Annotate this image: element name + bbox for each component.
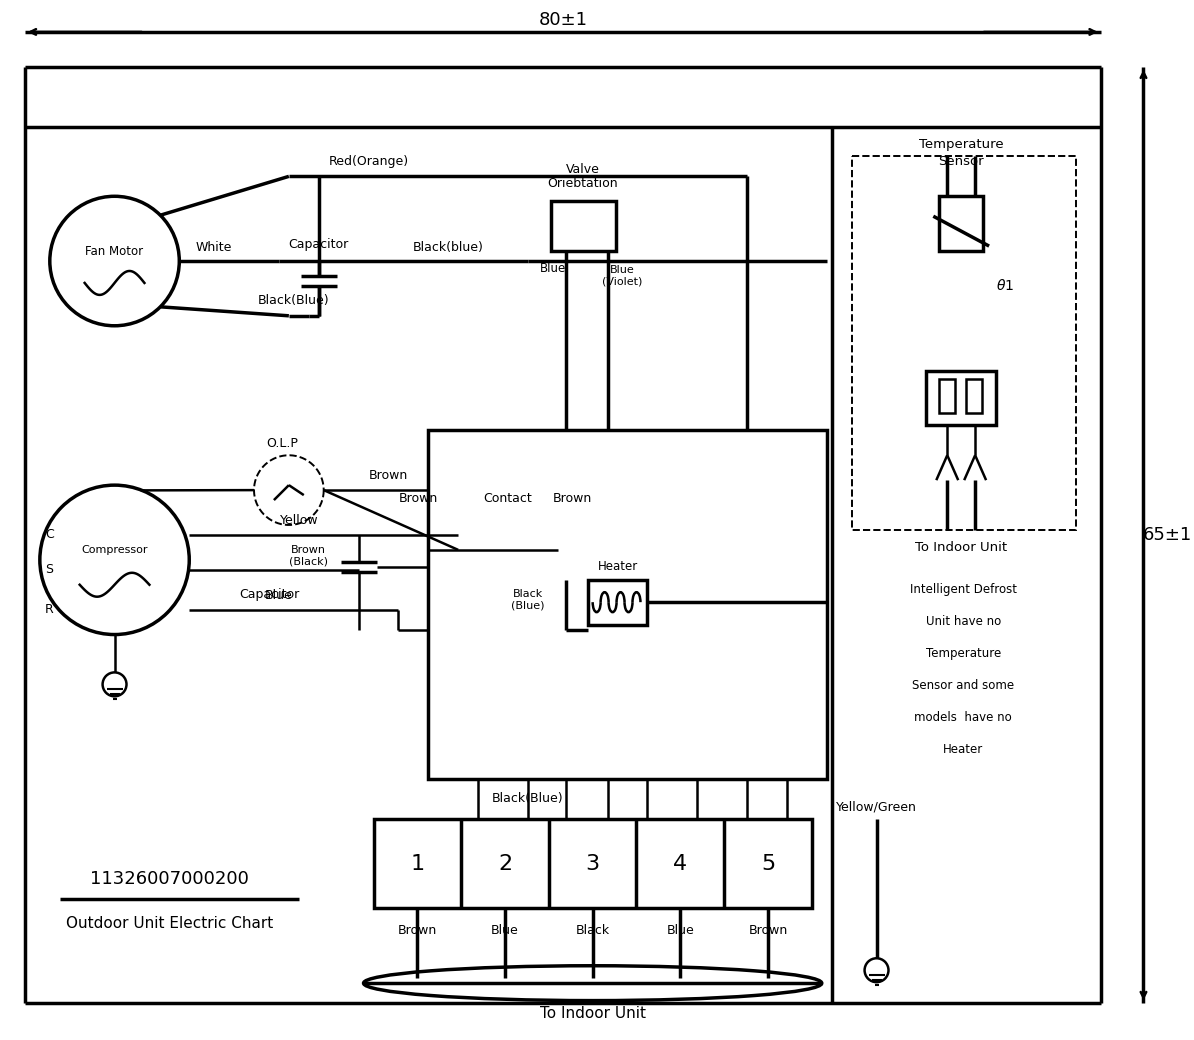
- Text: Black: Black: [576, 924, 610, 937]
- Text: Heater: Heater: [943, 743, 984, 756]
- Text: Blue: Blue: [666, 924, 694, 937]
- Text: Capacitor: Capacitor: [289, 237, 349, 251]
- Text: $\theta$1: $\theta$1: [996, 279, 1014, 293]
- Bar: [966, 379, 983, 414]
- Text: Outdoor Unit Electric Chart: Outdoor Unit Electric Chart: [66, 916, 273, 931]
- Text: Black(Blue): Black(Blue): [492, 792, 564, 805]
- Text: 3: 3: [585, 854, 599, 874]
- Text: Capacitor: Capacitor: [239, 589, 298, 601]
- Text: 2: 2: [498, 854, 512, 874]
- Text: models  have no: models have no: [915, 710, 1013, 724]
- Text: Blue
(Violet): Blue (Violet): [602, 265, 642, 287]
- Text: Compressor: Compressor: [81, 545, 148, 555]
- Text: Oriebtation: Oriebtation: [547, 177, 618, 190]
- Text: Yellow/Green: Yellow/Green: [836, 801, 917, 813]
- Text: O.L.P: O.L.P: [266, 437, 297, 450]
- Text: R: R: [45, 603, 54, 616]
- Text: Brown: Brown: [398, 924, 437, 937]
- Text: Valve: Valve: [566, 163, 599, 176]
- Bar: [940, 379, 955, 414]
- Text: Blue: Blue: [491, 924, 519, 937]
- Bar: [851, 156, 1076, 530]
- Text: Heater: Heater: [597, 561, 638, 573]
- Text: Brown: Brown: [749, 924, 788, 937]
- Text: Fan Motor: Fan Motor: [86, 244, 143, 258]
- Text: 80±1: 80±1: [538, 11, 587, 29]
- Bar: [429, 431, 826, 779]
- Text: Red(Orange): Red(Orange): [328, 155, 408, 167]
- Text: Unit have no: Unit have no: [925, 615, 1001, 628]
- Text: 11326007000200: 11326007000200: [90, 869, 248, 887]
- Text: Sensor: Sensor: [938, 155, 984, 167]
- Text: Temperature: Temperature: [925, 647, 1001, 660]
- Text: White: White: [196, 240, 233, 254]
- Text: Temperature: Temperature: [919, 138, 1003, 151]
- Bar: [940, 197, 983, 251]
- Text: Intelligent Defrost: Intelligent Defrost: [910, 583, 1017, 596]
- Text: Black(blue): Black(blue): [413, 240, 484, 254]
- Bar: [550, 202, 616, 251]
- Text: 4: 4: [673, 854, 688, 874]
- Text: Brown
(Black): Brown (Black): [289, 545, 328, 567]
- Text: Yellow: Yellow: [279, 515, 318, 527]
- Text: 65±1: 65±1: [1143, 526, 1192, 544]
- Text: Brown: Brown: [553, 492, 592, 504]
- Text: Sensor and some: Sensor and some: [912, 679, 1014, 692]
- Bar: [927, 370, 996, 425]
- Bar: [458, 510, 558, 590]
- Bar: [374, 818, 812, 909]
- Text: Blue: Blue: [540, 262, 566, 276]
- Text: C: C: [45, 528, 54, 542]
- Text: 5: 5: [761, 854, 775, 874]
- Bar: [587, 579, 647, 625]
- Text: Contact: Contact: [484, 492, 533, 504]
- Text: Brown: Brown: [399, 492, 438, 504]
- Text: Black(Blue): Black(Blue): [258, 294, 330, 308]
- Text: S: S: [45, 564, 53, 576]
- Text: Blue: Blue: [265, 590, 293, 602]
- Text: To Indoor Unit: To Indoor Unit: [540, 1006, 646, 1020]
- Text: To Indoor Unit: To Indoor Unit: [915, 542, 1008, 554]
- Text: Brown: Brown: [369, 469, 408, 482]
- Text: 1: 1: [411, 854, 424, 874]
- Text: Black
(Blue): Black (Blue): [511, 589, 544, 610]
